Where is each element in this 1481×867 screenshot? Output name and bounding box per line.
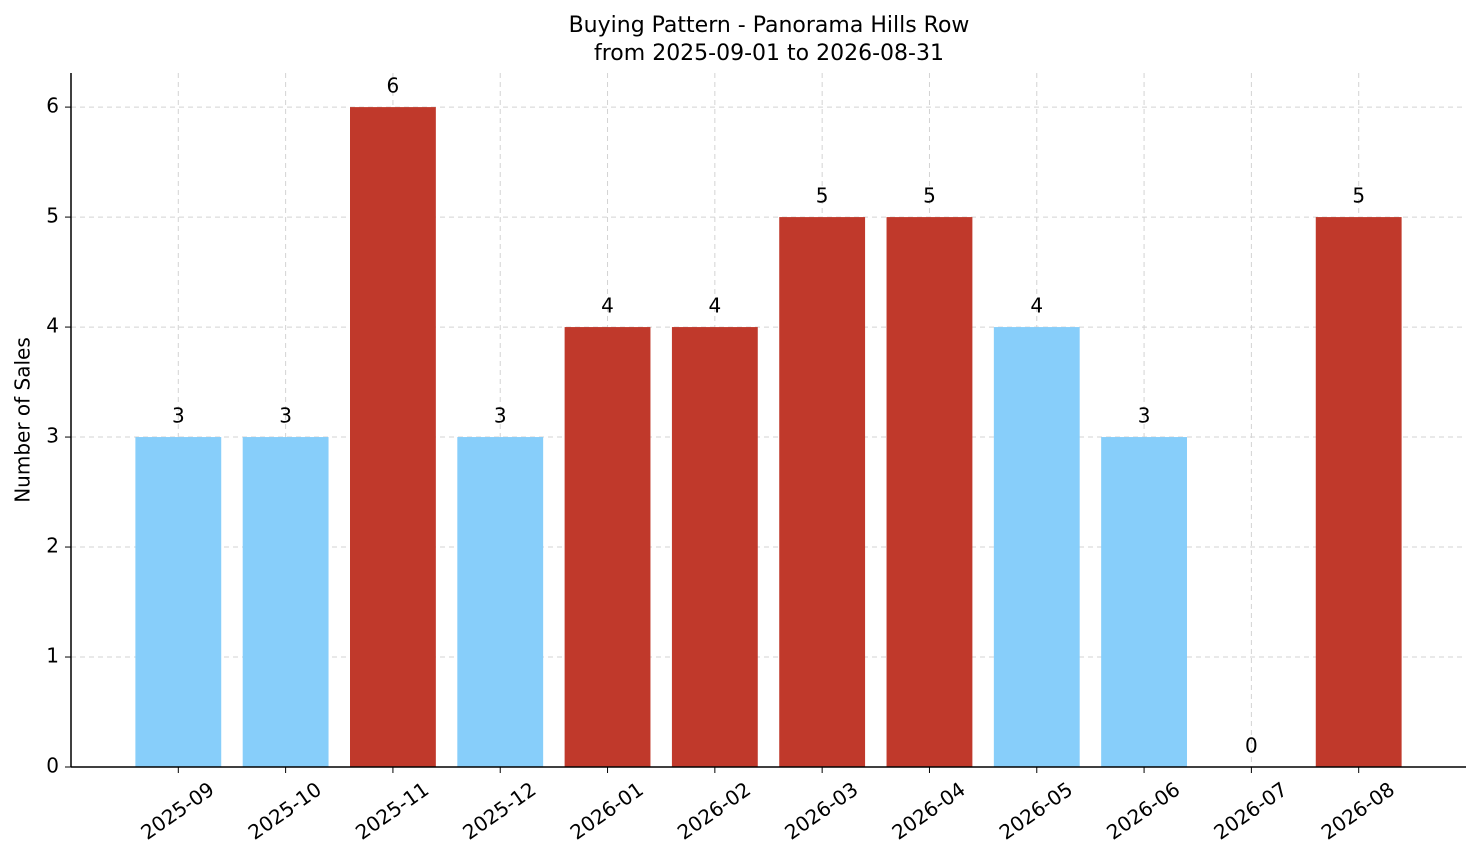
x-tick-label: 2025-10 bbox=[244, 777, 326, 845]
bar bbox=[564, 327, 651, 767]
x-tick-label: 2026-07 bbox=[1209, 777, 1291, 845]
value-label: 3 bbox=[279, 404, 292, 428]
bar bbox=[1315, 217, 1402, 768]
value-label: 4 bbox=[708, 294, 721, 318]
y-tick-label: 3 bbox=[46, 424, 59, 448]
x-tick-label: 2025-09 bbox=[136, 777, 218, 845]
value-label: 5 bbox=[1352, 184, 1365, 208]
bar bbox=[1101, 437, 1187, 767]
x-tick-label: 2026-03 bbox=[780, 777, 862, 845]
x-tick-label: 2026-06 bbox=[1102, 777, 1184, 845]
value-label: 4 bbox=[601, 294, 614, 318]
y-tick-label: 6 bbox=[46, 94, 59, 118]
chart-subtitle: from 2025-09-01 to 2026-08-31 bbox=[594, 41, 944, 66]
y-tick-label: 2 bbox=[46, 534, 59, 558]
bar bbox=[779, 217, 866, 768]
bar bbox=[671, 327, 758, 767]
bar bbox=[135, 437, 222, 767]
value-label: 5 bbox=[923, 184, 936, 208]
bar bbox=[242, 437, 329, 767]
bar bbox=[457, 437, 544, 767]
chart-title: Buying Pattern - Panorama Hills Row bbox=[569, 13, 970, 38]
y-tick-label: 1 bbox=[46, 644, 59, 668]
value-label: 4 bbox=[1030, 294, 1043, 318]
value-label: 3 bbox=[172, 404, 185, 428]
value-label: 5 bbox=[816, 184, 829, 208]
x-tick-label: 2025-12 bbox=[458, 777, 540, 845]
x-tick-label: 2026-08 bbox=[1317, 777, 1399, 845]
value-label: 3 bbox=[1138, 404, 1151, 428]
y-axis-label: Number of Sales bbox=[11, 337, 35, 503]
x-tick-label: 2026-02 bbox=[673, 777, 755, 845]
bar bbox=[993, 327, 1080, 767]
value-label: 0 bbox=[1245, 734, 1258, 758]
x-tick-label: 2026-05 bbox=[995, 777, 1077, 845]
x-tick-label: 2026-04 bbox=[887, 777, 969, 845]
bar bbox=[886, 217, 973, 768]
y-tick-label: 5 bbox=[46, 204, 59, 228]
value-label: 3 bbox=[494, 404, 507, 428]
value-label: 6 bbox=[387, 74, 400, 98]
bar bbox=[350, 107, 436, 767]
x-tick-label: 2026-01 bbox=[566, 777, 648, 845]
x-tick-label: 2025-11 bbox=[351, 777, 433, 845]
y-tick-label: 4 bbox=[46, 314, 59, 338]
y-tick-label: 0 bbox=[46, 754, 59, 778]
